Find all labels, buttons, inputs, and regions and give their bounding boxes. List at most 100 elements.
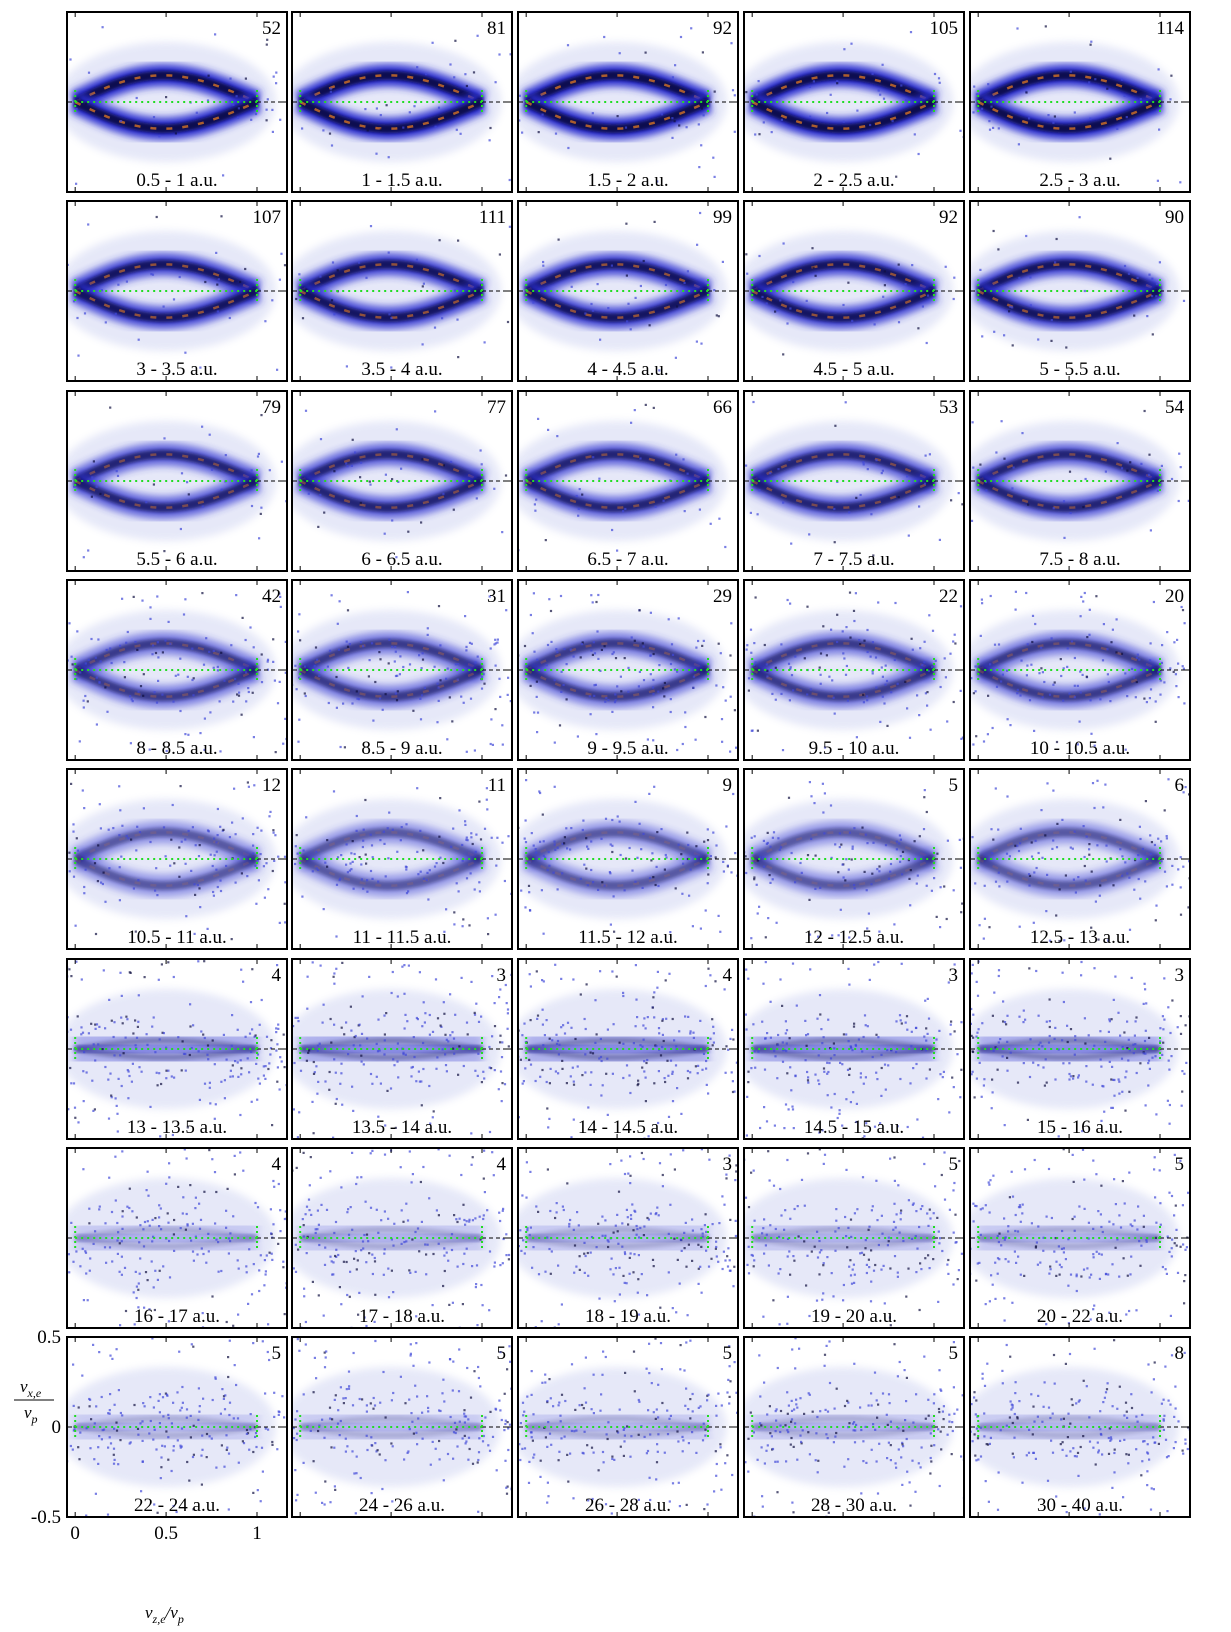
noise-dot xyxy=(77,355,79,357)
noise-dot xyxy=(502,1208,504,1210)
noise-dot xyxy=(439,239,441,241)
noise-dot xyxy=(83,1299,85,1301)
noise-dot xyxy=(669,1204,671,1206)
noise-dot xyxy=(916,883,918,885)
noise-dot xyxy=(1162,1028,1164,1030)
panel-image xyxy=(507,12,745,192)
noise-dot xyxy=(701,1292,703,1294)
noise-dot xyxy=(1084,1042,1086,1044)
noise-dot xyxy=(890,863,892,865)
noise-dot xyxy=(875,1072,877,1074)
noise-dot xyxy=(363,829,365,831)
noise-dot xyxy=(329,133,331,135)
noise-dot xyxy=(943,1071,945,1073)
noise-dot xyxy=(480,838,482,840)
noise-dot xyxy=(887,1244,889,1246)
noise-dot xyxy=(953,889,955,891)
noise-dot xyxy=(320,1204,322,1206)
noise-dot xyxy=(498,678,500,680)
noise-dot xyxy=(1045,1058,1047,1060)
noise-dot xyxy=(419,830,421,832)
noise-dot xyxy=(1144,410,1146,412)
noise-dot xyxy=(827,1071,829,1073)
noise-dot xyxy=(919,1309,921,1311)
noise-dot xyxy=(745,91,747,93)
noise-dot xyxy=(979,464,981,466)
noise-dot xyxy=(265,1270,267,1272)
noise-dot xyxy=(93,460,95,462)
noise-dot xyxy=(941,1174,943,1176)
panel-range: 8 - 8.5 a.u. xyxy=(136,738,217,759)
noise-dot xyxy=(1035,840,1037,842)
noise-dot xyxy=(593,695,595,697)
noise-dot xyxy=(826,654,828,656)
noise-dot xyxy=(412,1173,414,1175)
noise-dot xyxy=(924,1000,926,1002)
noise-dot xyxy=(723,870,725,872)
noise-dot xyxy=(997,248,999,250)
noise-dot xyxy=(653,991,655,993)
noise-dot xyxy=(288,1243,290,1245)
noise-dot xyxy=(399,655,401,657)
noise-dot xyxy=(451,1233,453,1235)
noise-dot xyxy=(594,999,596,1001)
noise-dot xyxy=(953,701,955,703)
noise-dot xyxy=(70,1082,72,1084)
noise-dot xyxy=(718,1222,720,1224)
noise-dot xyxy=(272,638,274,640)
noise-dot xyxy=(130,742,132,744)
noise-dot xyxy=(81,978,83,980)
noise-dot xyxy=(274,680,276,682)
noise-dot xyxy=(104,1222,106,1224)
noise-dot xyxy=(158,1225,160,1227)
noise-dot xyxy=(347,1053,349,1055)
noise-dot xyxy=(1183,300,1185,302)
noise-dot xyxy=(218,1271,220,1273)
noise-dot xyxy=(856,110,858,112)
noise-dot xyxy=(386,1090,388,1092)
noise-dot xyxy=(159,1270,161,1272)
noise-dot xyxy=(676,305,678,307)
noise-dot xyxy=(304,666,306,668)
noise-dot xyxy=(118,785,120,787)
noise-dot xyxy=(767,917,769,919)
noise-dot xyxy=(868,1226,870,1228)
noise-dot xyxy=(471,1265,473,1267)
noise-dot xyxy=(762,1316,764,1318)
noise-dot xyxy=(121,1274,123,1276)
noise-dot xyxy=(247,687,249,689)
noise-dot xyxy=(1077,876,1079,878)
noise-dot xyxy=(630,1252,632,1254)
noise-dot xyxy=(568,1225,570,1227)
noise-dot xyxy=(513,1216,515,1218)
noise-dot xyxy=(279,1088,281,1090)
noise-dot xyxy=(1171,478,1173,480)
noise-dot xyxy=(947,840,949,842)
noise-dot xyxy=(232,701,234,703)
noise-dot xyxy=(167,961,169,963)
noise-dot xyxy=(783,1229,785,1231)
noise-dot xyxy=(315,851,317,853)
noise-dot xyxy=(1133,676,1135,678)
noise-dot xyxy=(246,875,248,877)
noise-dot xyxy=(1089,699,1091,701)
noise-dot xyxy=(822,1292,824,1294)
noise-dot xyxy=(617,1243,619,1245)
noise-dot xyxy=(918,153,920,155)
noise-dot xyxy=(396,699,398,701)
noise-dot xyxy=(269,469,271,471)
noise-dot xyxy=(395,651,397,653)
noise-dot xyxy=(152,644,154,646)
noise-dot xyxy=(898,321,900,323)
noise-dot xyxy=(108,1118,110,1120)
noise-dot xyxy=(377,881,379,883)
noise-dot xyxy=(456,882,458,884)
noise-dot xyxy=(910,869,912,871)
noise-dot xyxy=(995,451,997,453)
noise-dot xyxy=(88,1222,90,1224)
noise-dot xyxy=(196,1253,198,1255)
noise-dot xyxy=(695,1065,697,1067)
noise-dot xyxy=(823,1067,825,1069)
noise-dot xyxy=(565,827,567,829)
noise-dot xyxy=(454,40,456,42)
